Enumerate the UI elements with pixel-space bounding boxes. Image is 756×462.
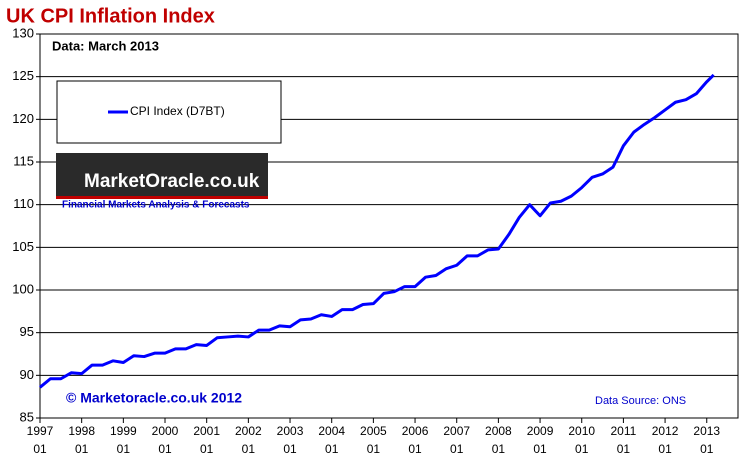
x-tick-label: 2013: [693, 424, 720, 438]
x-tick-label: 01: [75, 442, 89, 456]
y-tick-label: 100: [12, 281, 34, 296]
logo: MarketOracle.co.uk Financial Markets Ana…: [56, 153, 268, 211]
legend-label: CPI Index (D7BT): [130, 104, 225, 118]
x-tick-label: 01: [283, 442, 297, 456]
chart-subtitle: Data: March 2013: [52, 38, 159, 53]
x-tick-label: 01: [117, 442, 131, 456]
x-tick-label: 2012: [652, 424, 679, 438]
x-tick-label: 01: [200, 442, 214, 456]
x-tick-label: 1999: [110, 424, 137, 438]
legend-box: [56, 80, 282, 144]
x-tick-label: 2011: [610, 424, 636, 438]
copyright: © Marketoracle.co.uk 2012: [66, 390, 242, 406]
source: Data Source: ONS: [595, 395, 686, 407]
x-tick-label: 01: [575, 442, 589, 456]
x-tick-label: 2008: [485, 424, 512, 438]
y-tick-label: 130: [12, 25, 34, 40]
x-tick-label: 2005: [360, 424, 387, 438]
logo-stripe: [56, 196, 268, 199]
x-tick-label: 01: [33, 442, 47, 456]
x-tick-label: 01: [408, 442, 422, 456]
x-tick-label: 01: [700, 442, 714, 456]
x-tick-label: 01: [450, 442, 464, 456]
x-tick-label: 2004: [318, 424, 345, 438]
y-tick-label: 90: [20, 367, 34, 382]
x-tick-label: 2001: [193, 424, 220, 438]
x-tick-label: 01: [367, 442, 381, 456]
x-tick-label: 2006: [402, 424, 429, 438]
x-tick-label: 01: [658, 442, 672, 456]
line-series: [39, 73, 715, 389]
x-tick-label: 2009: [527, 424, 554, 438]
x-tick-label: 1998: [68, 424, 95, 438]
chart-title: UK CPI Inflation Index: [6, 5, 215, 27]
x-tick-label: 2007: [443, 424, 470, 438]
logo-tagline: Financial Markets Analysis & Forecasts: [62, 200, 250, 211]
y-tick-label: 115: [13, 153, 34, 168]
legend: CPI Index (D7BT): [56, 80, 282, 144]
y-tick-label: 105: [12, 239, 34, 254]
x-tick-label: 1997: [27, 424, 54, 438]
y-tick-label: 95: [20, 324, 34, 339]
x-tick-label: 01: [533, 442, 547, 456]
x-tick-label: 2003: [277, 424, 304, 438]
x-tick-label: 01: [158, 442, 172, 456]
y-tick-label: 110: [13, 196, 34, 211]
x-tick-label: 2002: [235, 424, 262, 438]
logo-text: MarketOracle.co.uk: [84, 171, 260, 192]
x-tick-label: 2000: [152, 424, 179, 438]
y-tick-label: 125: [12, 68, 34, 83]
x-tick-label: 01: [617, 442, 631, 456]
logo-box: [56, 153, 268, 197]
x-tick-label: 01: [325, 442, 339, 456]
x-tick-label: 2010: [568, 424, 595, 438]
plot-border: [39, 33, 739, 419]
x-tick-label: 01: [492, 442, 506, 456]
y-tick-label: 85: [20, 409, 34, 424]
y-tick-label: 120: [12, 111, 34, 126]
x-tick-label: 01: [242, 442, 256, 456]
